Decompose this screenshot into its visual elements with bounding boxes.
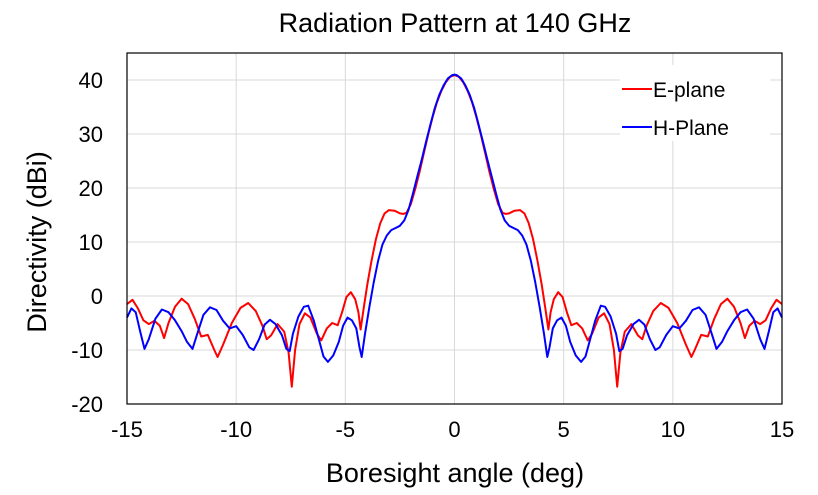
- x-axis-label: Boresight angle (deg): [326, 458, 584, 488]
- y-tick-label: 20: [79, 176, 103, 201]
- x-tick-label: 15: [770, 417, 794, 442]
- legend-background: [620, 65, 770, 141]
- y-tick-label: 0: [91, 284, 103, 309]
- x-tick-label: -15: [111, 417, 143, 442]
- y-tick-label: 30: [79, 122, 103, 147]
- series-layer: [126, 73, 783, 388]
- legend-label-e-plane: E-plane: [653, 79, 725, 102]
- y-tick-label: 10: [79, 230, 103, 255]
- x-tick-label: 5: [558, 417, 570, 442]
- x-tick-label: 0: [448, 417, 460, 442]
- legend: E-plane H-Plane: [620, 65, 770, 141]
- tick-layer: -15 -10 -5 0 5 10 15 -20 -10 0 10 20 30 40: [71, 68, 794, 442]
- x-tick-label: 10: [661, 417, 685, 442]
- series-line-h-plane: [126, 73, 783, 363]
- y-tick-label: -20: [71, 392, 103, 417]
- y-tick-label: 40: [79, 68, 103, 93]
- x-tick-label: -10: [220, 417, 252, 442]
- legend-label-h-plane: H-Plane: [653, 117, 729, 140]
- x-tick-label: -5: [336, 417, 356, 442]
- chart-title: Radiation Pattern at 140 GHz: [279, 8, 632, 38]
- y-tick-label: -10: [71, 338, 103, 363]
- plot-frame: [126, 52, 783, 405]
- y-axis-label: Directivity (dBi): [22, 151, 52, 333]
